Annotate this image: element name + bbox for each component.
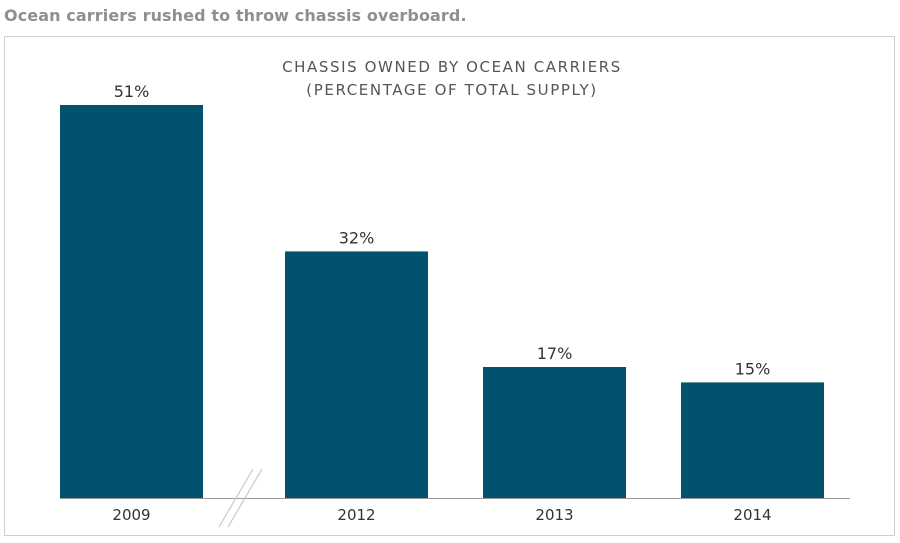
chart-caption: Ocean carriers rushed to throw chassis o… <box>4 6 467 25</box>
x-tick-label-2012: 2012 <box>337 506 375 524</box>
bar-chart: CHASSIS OWNED BY OCEAN CARRIERS (PERCENT… <box>60 58 850 528</box>
data-label-2014: 15% <box>735 359 771 378</box>
bar-2012 <box>285 251 428 498</box>
axis-break-line-1 <box>218 468 254 528</box>
data-label-2012: 32% <box>339 228 375 247</box>
x-tick-label-2013: 2013 <box>535 506 573 524</box>
chart-frame: CHASSIS OWNED BY OCEAN CARRIERS (PERCENT… <box>4 36 895 536</box>
bar-2013 <box>483 367 626 498</box>
axis-break-marks <box>218 468 263 528</box>
chart-title-line-2: (PERCENTAGE OF TOTAL SUPPLY) <box>306 81 597 99</box>
x-tick-label-2009: 2009 <box>112 506 150 524</box>
bar-2014 <box>681 382 824 498</box>
bar-2009 <box>60 105 203 498</box>
axis-break-line-2 <box>227 468 263 528</box>
x-tick-label-2014: 2014 <box>733 506 771 524</box>
data-label-2009: 51% <box>114 82 150 101</box>
bars-layer: 51% 2009 32% 2012 17% 2013 15% 2014 <box>60 82 824 524</box>
chart-title-line-1: CHASSIS OWNED BY OCEAN CARRIERS <box>282 58 622 76</box>
data-label-2013: 17% <box>537 344 573 363</box>
